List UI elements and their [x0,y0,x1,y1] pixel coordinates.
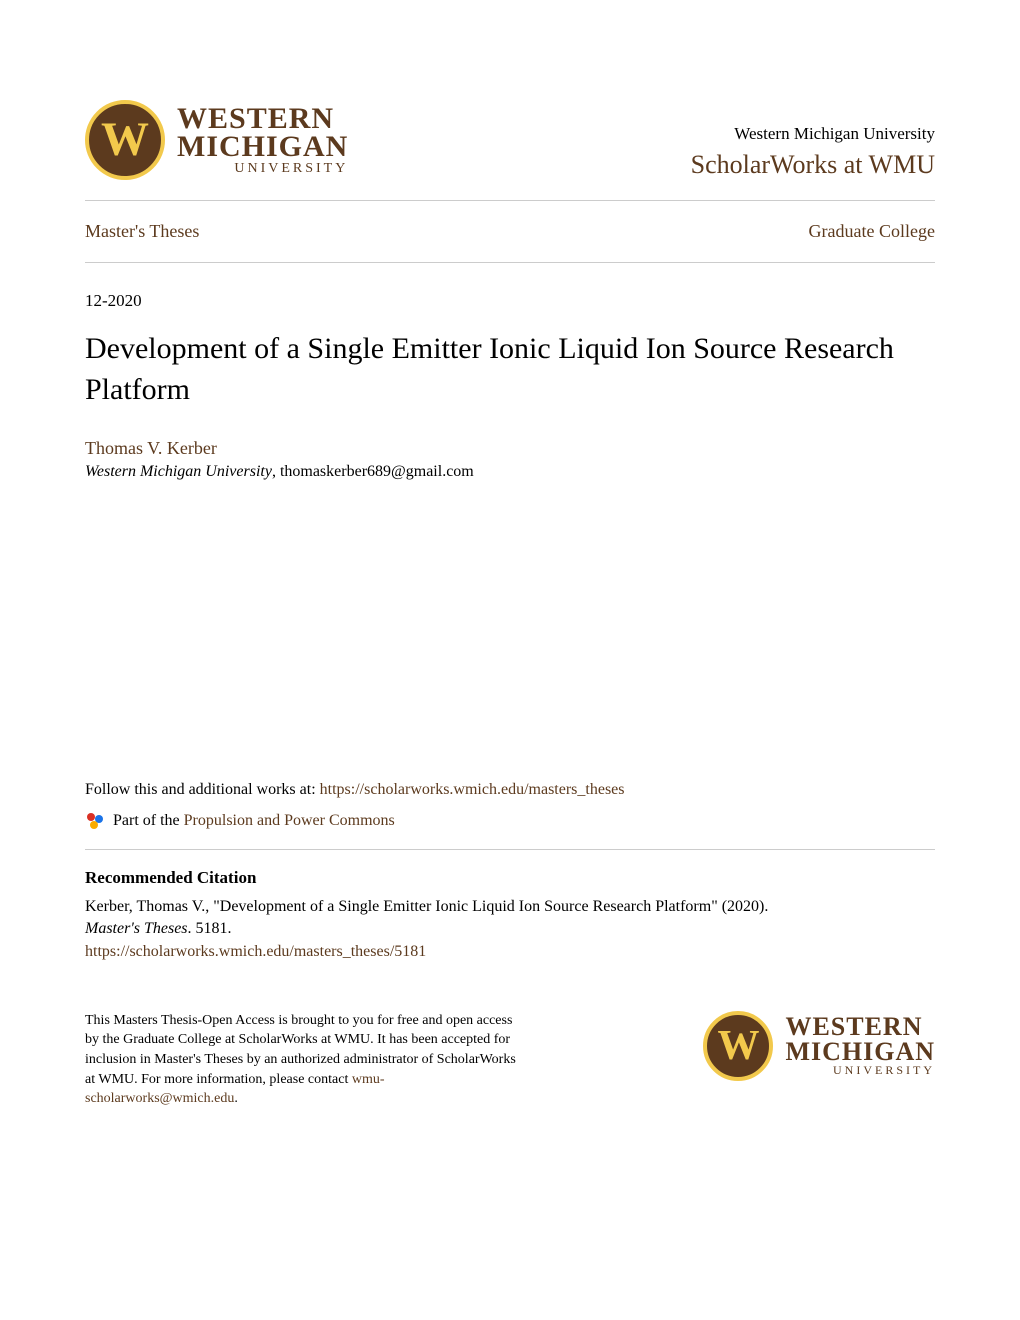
logo-line-3: UNIVERSITY [785,1065,935,1076]
logo-roundel: W [703,1011,773,1081]
header-right: Western Michigan University ScholarWorks… [691,124,935,180]
university-name: Western Michigan University [691,124,935,144]
logo-line-2: MICHIGAN [785,1040,935,1065]
commons-link[interactable]: Propulsion and Power Commons [184,812,395,829]
logo-roundel: W [85,100,165,180]
logo-letter: W [101,116,149,164]
author-email: , thomaskerber689@gmail.com [272,463,474,480]
logo-wordmark: WESTERN MICHIGAN UNIVERSITY [177,105,348,175]
part-of-text: Part of the Propulsion and Power Commons [113,812,395,830]
citation-line-1: Kerber, Thomas V., "Development of a Sin… [85,898,768,915]
logo-letter: W [717,1025,759,1067]
network-icon [85,811,105,831]
divider [85,849,935,850]
affiliation-name: Western Michigan University [85,463,272,480]
logo-line-3: UNIVERSITY [177,162,348,175]
collection-link[interactable]: Master's Theses [85,221,199,242]
follow-prefix: Follow this and additional works at: [85,781,320,798]
spacer [85,481,935,781]
repository-name[interactable]: ScholarWorks at WMU [691,150,935,180]
footer-text-body: This Masters Thesis-Open Access is broug… [85,1013,516,1087]
college-link[interactable]: Graduate College [809,221,935,242]
footer-period: . [234,1091,238,1106]
citation-url[interactable]: https://scholarworks.wmich.edu/masters_t… [85,943,935,961]
footer-row: This Masters Thesis-Open Access is broug… [85,1011,935,1109]
author-block: Thomas V. Kerber Western Michigan Univer… [85,438,935,481]
follow-line: Follow this and additional works at: htt… [85,781,935,799]
divider [85,200,935,201]
author-affiliation: Western Michigan University, thomaskerbe… [85,463,935,481]
citation-text: Kerber, Thomas V., "Development of a Sin… [85,896,935,941]
footer-logo: W WESTERN MICHIGAN UNIVERSITY [703,1011,935,1081]
citation-heading: Recommended Citation [85,868,935,888]
breadcrumb-row: Master's Theses Graduate College [85,211,935,252]
header-row: W WESTERN MICHIGAN UNIVERSITY Western Mi… [85,100,935,180]
footer-statement: This Masters Thesis-Open Access is broug… [85,1011,525,1109]
citation-number: . 5181. [188,920,232,937]
institution-logo: W WESTERN MICHIGAN UNIVERSITY [85,100,348,180]
part-of-row: Part of the Propulsion and Power Commons [85,811,935,831]
part-of-prefix: Part of the [113,812,184,829]
divider [85,262,935,263]
logo-line-2: MICHIGAN [177,133,348,162]
citation-series: Master's Theses [85,920,188,937]
publication-date: 12-2020 [85,291,935,311]
logo-wordmark: WESTERN MICHIGAN UNIVERSITY [785,1015,935,1076]
follow-url-link[interactable]: https://scholarworks.wmich.edu/masters_t… [320,781,625,798]
document-title: Development of a Single Emitter Ionic Li… [85,329,935,410]
author-name[interactable]: Thomas V. Kerber [85,438,935,459]
logo-line-1: WESTERN [177,105,348,134]
